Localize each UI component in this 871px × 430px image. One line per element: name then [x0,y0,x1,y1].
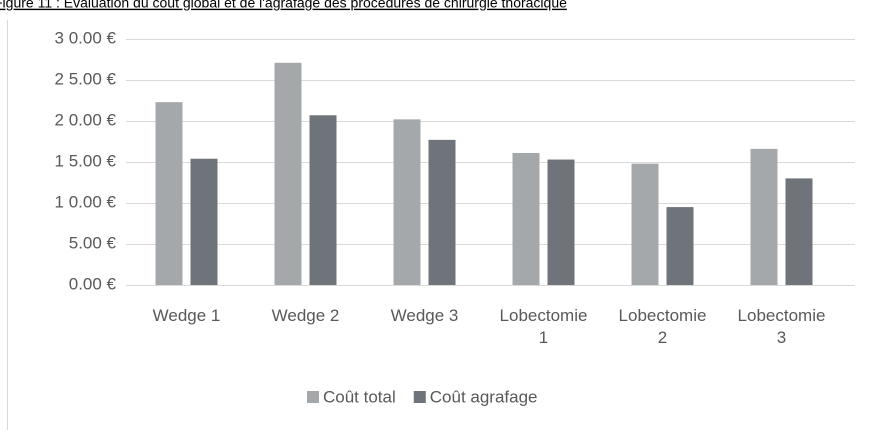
bar [393,119,421,285]
legend-label: Coût total [323,387,396,406]
bar [512,152,540,285]
legend-swatch [307,391,319,403]
legend-label: Coût agrafage [430,387,538,406]
y-tick-label: 2 0.00 € [55,110,117,129]
x-tick-label: Wedge 3 [390,306,459,325]
x-tick-label: Lobectomie 3 [737,306,826,347]
y-tick-label: 3 0.00 € [55,28,117,47]
x-tick-label: Lobectomie 1 [499,306,588,347]
y-tick-label: 0.00 € [69,274,117,293]
bar [428,139,456,285]
bar [155,102,183,285]
x-tick-label: Wedge 2 [271,306,340,325]
bar [547,159,575,285]
bar [785,178,813,285]
y-tick-label: 5.00 € [69,233,117,252]
x-tick-label: Lobectomie 2 [618,306,707,347]
bar [190,158,218,285]
y-tick-label: 2 5.00 € [55,69,117,88]
y-tick-label: 1 5.00 € [55,151,117,170]
x-tick-label: Wedge 1 [152,306,221,325]
bar [750,148,778,285]
bar [666,207,694,285]
chart-title: Figure 11 : Évaluation du coût global et… [0,0,567,11]
legend-swatch [413,391,426,403]
bar [631,163,659,285]
bar [309,115,337,285]
y-tick-label: 1 0.00 € [55,192,117,211]
bar [274,62,302,285]
